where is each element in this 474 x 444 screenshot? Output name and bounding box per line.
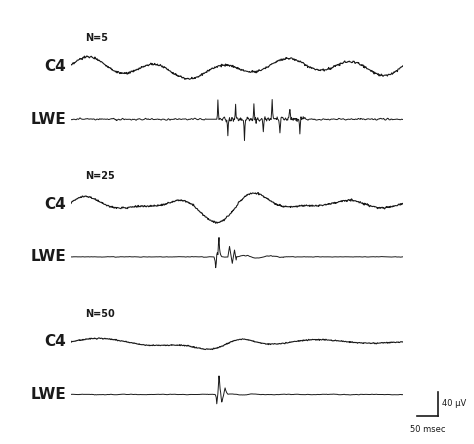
Text: N=50: N=50 xyxy=(85,309,115,319)
Text: C4: C4 xyxy=(45,334,66,349)
Text: 50 msec: 50 msec xyxy=(410,425,446,434)
Text: LWE: LWE xyxy=(31,387,66,402)
Text: LWE: LWE xyxy=(31,250,66,264)
Text: LWE: LWE xyxy=(31,112,66,127)
Text: 40 μV: 40 μV xyxy=(442,399,466,408)
Text: C4: C4 xyxy=(45,197,66,212)
Text: N=25: N=25 xyxy=(85,171,115,181)
Text: N=5: N=5 xyxy=(85,33,109,44)
Text: C4: C4 xyxy=(45,59,66,74)
